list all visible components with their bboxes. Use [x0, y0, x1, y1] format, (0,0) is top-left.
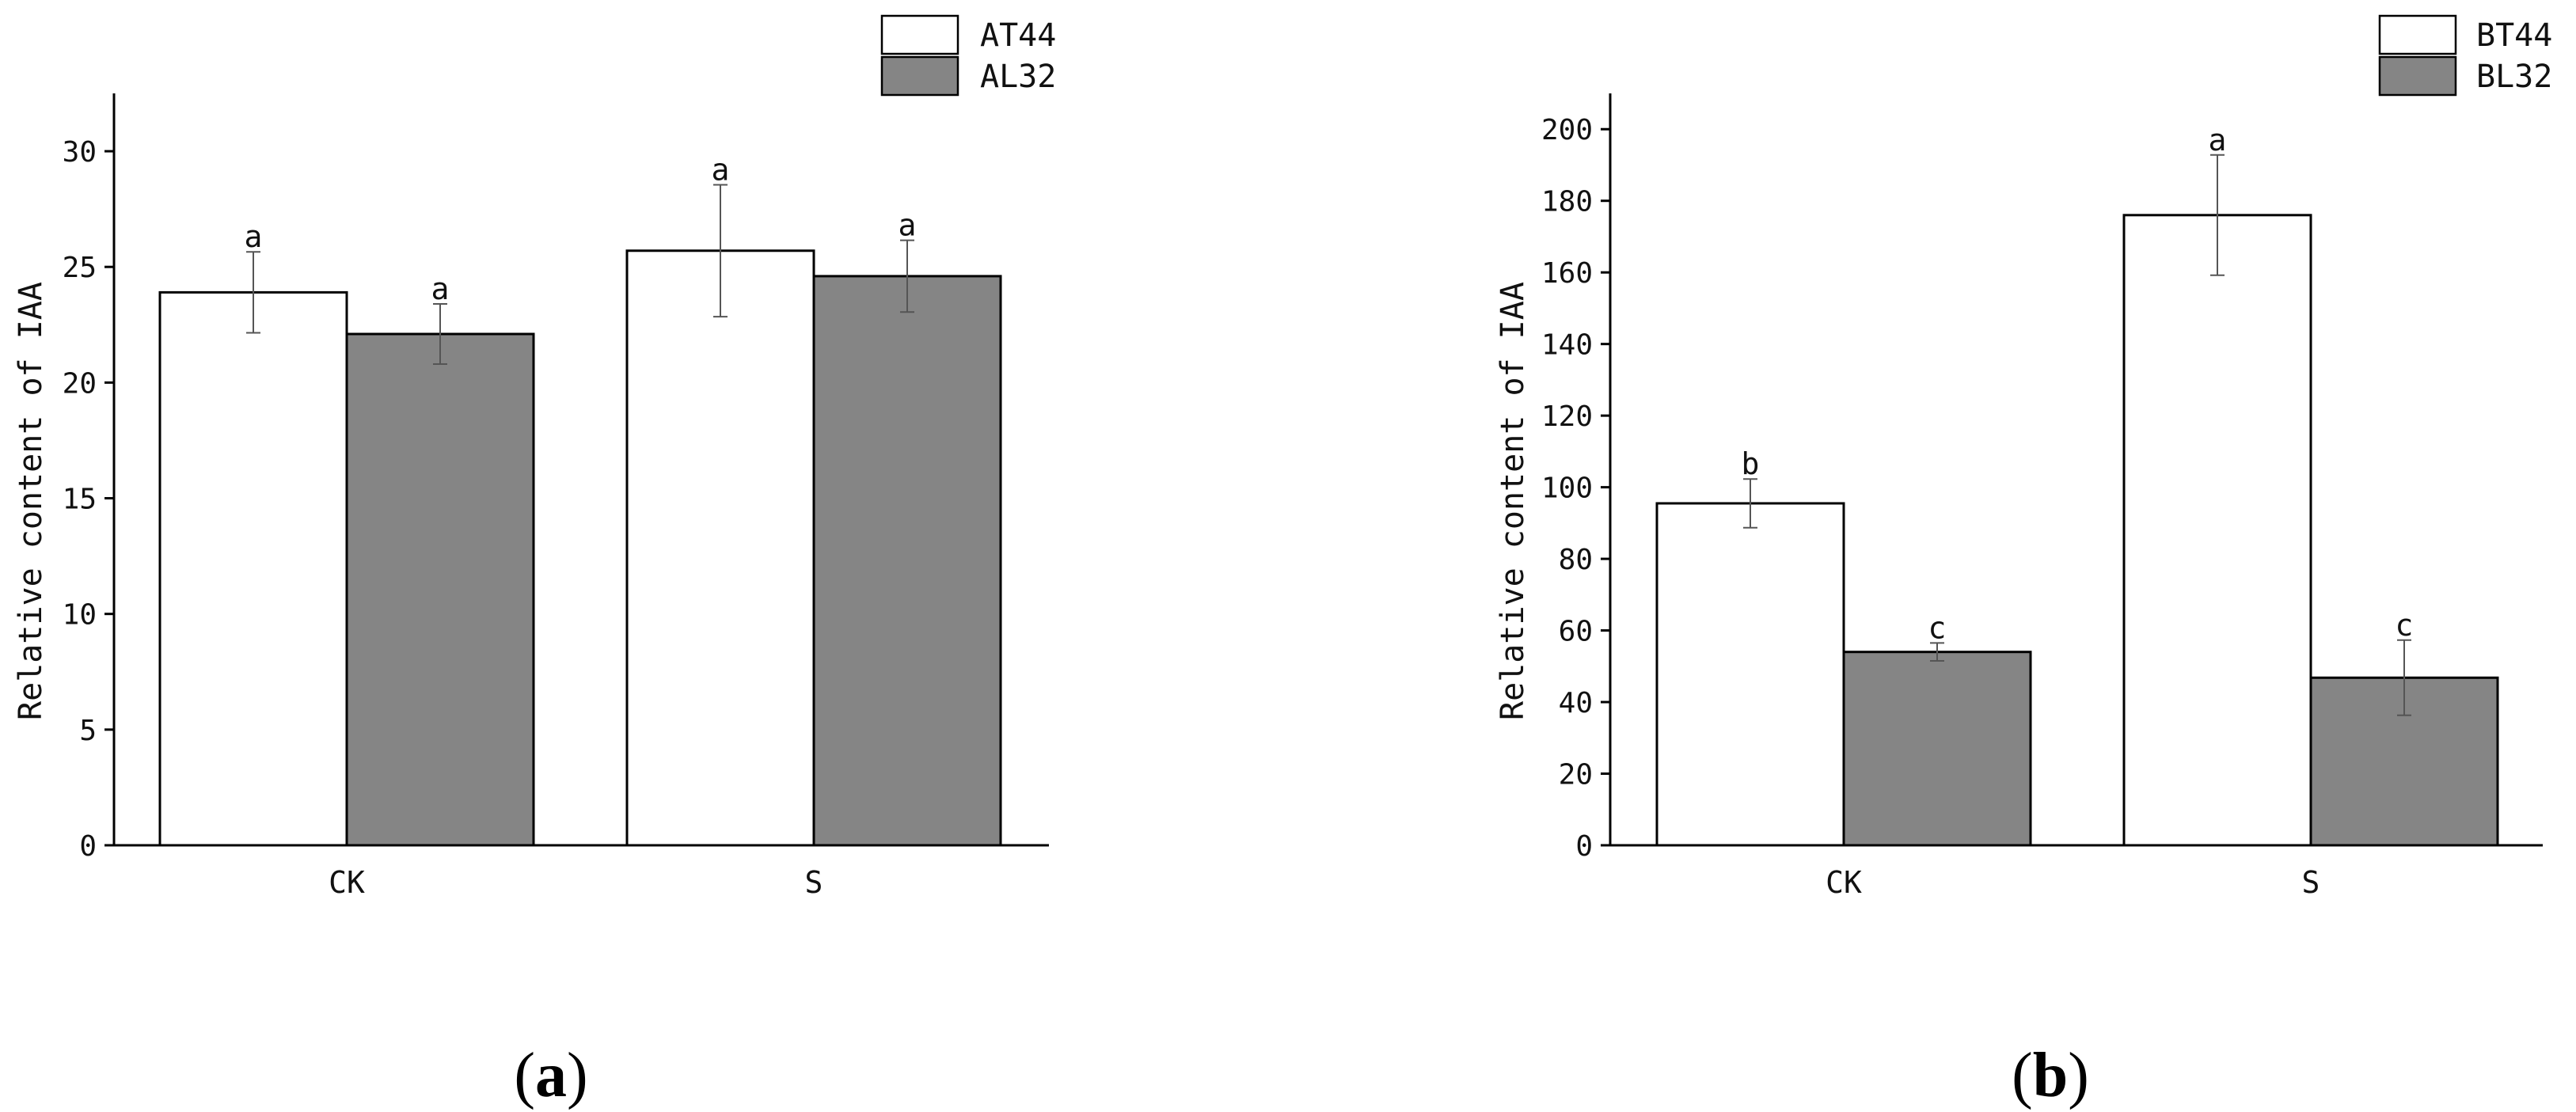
y-tick-label: 0 — [1575, 830, 1593, 863]
x-category-label: CK — [1826, 865, 1862, 900]
bar-AT44 — [625, 249, 815, 847]
significance-label: c — [1928, 610, 1947, 645]
y-tick-label: 10 — [63, 599, 97, 632]
significance-label: a — [712, 152, 730, 187]
x-category-label: S — [2302, 865, 2320, 900]
chart-panel-a: 0 5 10 15 20 25 30 Relative content of IAA a a CK a… — [13, 14, 1056, 1110]
y-axis-title: Relative content of IAA — [13, 282, 49, 720]
y-tick-label: 80 — [1559, 544, 1593, 576]
legend-swatch — [2378, 14, 2457, 55]
bar-AT44 — [158, 290, 348, 847]
chart-panel-b: 0 20 40 60 80 100 120 140 160 180 200 Relative cont… — [1495, 14, 2552, 1110]
y-tick-label: 100 — [1541, 473, 1593, 505]
panel-label-open-paren: ( — [2012, 1041, 2033, 1110]
bar-BL32 — [1842, 651, 2032, 847]
significance-label: a — [431, 271, 450, 306]
legend-label: AT44 — [980, 17, 1056, 54]
legend-label: BL32 — [2476, 59, 2552, 95]
y-tick-label: 180 — [1541, 186, 1593, 218]
panel-label-open-paren: ( — [514, 1041, 535, 1110]
x-category-label: CK — [329, 865, 365, 900]
panel-label: (a) — [514, 1041, 587, 1110]
y-tick-label: 120 — [1541, 400, 1593, 433]
y-tick-label: 15 — [63, 484, 97, 516]
significance-label: a — [899, 208, 917, 243]
panel-label-letter: a — [535, 1041, 567, 1110]
panel-label: (b) — [2012, 1041, 2089, 1110]
y-tick-label: 200 — [1541, 114, 1593, 146]
significance-label: a — [2209, 123, 2227, 158]
significance-label: b — [1742, 446, 1760, 481]
y-tick-label: 0 — [79, 830, 97, 863]
panel-label-close-paren: ) — [2068, 1041, 2089, 1110]
panel-label-letter: b — [2033, 1041, 2069, 1110]
legend-swatch — [880, 14, 959, 55]
significance-label: c — [2396, 608, 2414, 643]
y-tick-label: 5 — [79, 715, 97, 747]
y-tick-label: 30 — [63, 136, 97, 169]
legend-label: AL32 — [980, 59, 1056, 95]
legend-swatch — [880, 55, 959, 97]
legend-label: BT44 — [2476, 17, 2552, 54]
y-tick-label: 25 — [63, 252, 97, 284]
legend-swatch — [2378, 55, 2457, 97]
y-tick-label: 140 — [1541, 329, 1593, 362]
y-axis-title: Relative content of IAA — [1495, 282, 1531, 720]
bar-AL32 — [812, 275, 1002, 847]
bar-BT44 — [2122, 214, 2312, 847]
y-tick-label: 160 — [1541, 257, 1593, 290]
y-tick-label: 60 — [1559, 616, 1593, 648]
panel-label-close-paren: ) — [567, 1041, 588, 1110]
bar-BT44 — [1655, 502, 1845, 847]
y-tick-label: 40 — [1559, 687, 1593, 719]
y-tick-label: 20 — [63, 367, 97, 400]
x-category-label: S — [805, 865, 823, 900]
y-tick-label: 20 — [1559, 759, 1593, 791]
significance-label: a — [245, 219, 263, 254]
bar-AL32 — [345, 332, 535, 847]
